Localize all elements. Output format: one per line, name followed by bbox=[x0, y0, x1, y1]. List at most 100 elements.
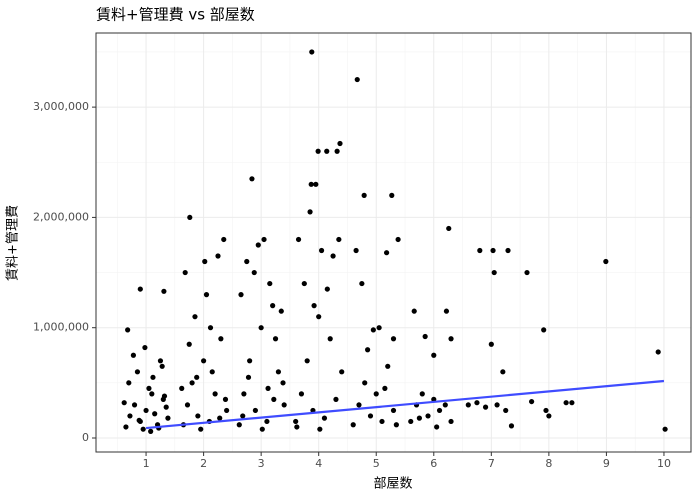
point bbox=[261, 236, 267, 243]
point bbox=[389, 192, 395, 198]
point bbox=[411, 308, 417, 314]
trend-line bbox=[145, 379, 665, 430]
y-tick-label: 3,000,000 bbox=[33, 100, 89, 113]
point bbox=[143, 407, 149, 414]
point bbox=[203, 292, 210, 298]
point bbox=[393, 422, 399, 428]
point bbox=[251, 269, 257, 276]
point bbox=[490, 247, 496, 254]
point bbox=[127, 413, 133, 419]
point bbox=[356, 402, 362, 408]
x-tick-label: 6 bbox=[430, 457, 437, 470]
point bbox=[508, 423, 515, 429]
point bbox=[655, 349, 661, 355]
point bbox=[275, 369, 282, 375]
y-tick-label: 1,000,000 bbox=[33, 321, 89, 334]
point bbox=[136, 417, 142, 423]
point bbox=[244, 258, 250, 265]
point bbox=[255, 242, 261, 248]
x-tick-label: 5 bbox=[373, 457, 380, 470]
point bbox=[142, 344, 148, 351]
point bbox=[280, 380, 286, 386]
point bbox=[431, 352, 437, 358]
point bbox=[354, 76, 360, 83]
point bbox=[165, 415, 171, 421]
point bbox=[192, 314, 198, 320]
point bbox=[376, 325, 382, 331]
point bbox=[267, 280, 273, 287]
point bbox=[446, 225, 452, 232]
point bbox=[529, 398, 535, 405]
point bbox=[222, 396, 229, 402]
point bbox=[382, 385, 388, 391]
point bbox=[195, 413, 201, 419]
x-tick-label: 3 bbox=[258, 457, 265, 470]
point bbox=[150, 374, 156, 380]
point bbox=[494, 402, 500, 408]
point bbox=[416, 415, 422, 421]
point bbox=[359, 280, 365, 287]
point bbox=[327, 336, 333, 342]
point bbox=[148, 428, 154, 434]
point bbox=[434, 424, 440, 430]
point bbox=[333, 396, 339, 402]
point bbox=[298, 391, 305, 397]
point bbox=[365, 347, 371, 353]
point bbox=[491, 269, 497, 276]
point bbox=[339, 369, 345, 375]
point bbox=[442, 402, 448, 408]
panel-border bbox=[95, 32, 692, 453]
plot-background bbox=[96, 33, 691, 452]
point bbox=[137, 286, 143, 292]
point bbox=[295, 236, 302, 243]
point bbox=[373, 391, 379, 397]
x-axis-title: 部屋数 bbox=[373, 477, 412, 492]
x-tick-label: 2 bbox=[200, 457, 207, 470]
point bbox=[189, 380, 195, 386]
point bbox=[264, 418, 270, 425]
point bbox=[443, 308, 450, 314]
point bbox=[465, 402, 471, 408]
point bbox=[238, 292, 244, 298]
point bbox=[265, 385, 271, 391]
point bbox=[131, 402, 138, 408]
point bbox=[318, 247, 325, 254]
point bbox=[130, 352, 137, 358]
point bbox=[215, 253, 221, 259]
point bbox=[184, 402, 191, 408]
point bbox=[304, 358, 310, 364]
point bbox=[383, 250, 390, 256]
point bbox=[500, 369, 506, 375]
point bbox=[218, 336, 224, 342]
point bbox=[281, 402, 287, 408]
point bbox=[317, 426, 323, 432]
point bbox=[390, 407, 397, 414]
point bbox=[395, 236, 401, 243]
point bbox=[482, 404, 489, 410]
point bbox=[503, 407, 509, 414]
point bbox=[240, 413, 246, 419]
point bbox=[278, 308, 284, 314]
x-tick-label: 9 bbox=[603, 457, 610, 470]
y-axis-title: 賃料+管理費 bbox=[6, 205, 21, 281]
point bbox=[212, 391, 218, 397]
point bbox=[474, 400, 480, 406]
point bbox=[157, 358, 164, 364]
point bbox=[161, 393, 168, 399]
x-tick-label: 8 bbox=[545, 457, 552, 470]
y-tick-label: 0 bbox=[82, 431, 89, 444]
point bbox=[270, 303, 276, 309]
point bbox=[249, 176, 255, 182]
point bbox=[336, 236, 342, 243]
point bbox=[448, 418, 454, 425]
point bbox=[353, 247, 359, 254]
point bbox=[247, 358, 253, 364]
point bbox=[425, 413, 431, 419]
point bbox=[125, 327, 131, 333]
point bbox=[563, 400, 569, 406]
point bbox=[337, 140, 343, 147]
point bbox=[546, 413, 552, 419]
point bbox=[324, 286, 330, 292]
